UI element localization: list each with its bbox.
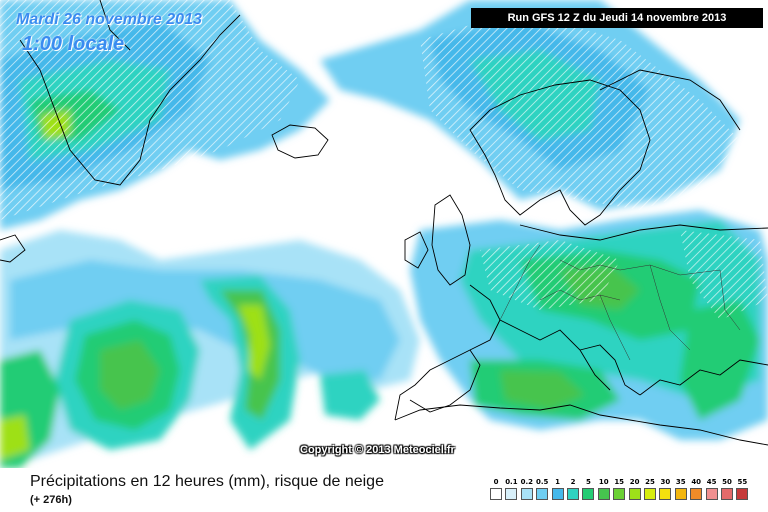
country-borders bbox=[499, 244, 741, 361]
legend-label: 10 bbox=[598, 478, 609, 486]
forecast-map: Mardi 26 novembre 2013 1:00 locale Run G… bbox=[0, 0, 768, 468]
legend-swatch bbox=[490, 488, 502, 500]
legend-swatch bbox=[582, 488, 595, 500]
legend-label: 0.2 bbox=[520, 478, 533, 486]
forecast-local-time: 1:00 locale bbox=[22, 33, 125, 55]
legend-label: 55 bbox=[737, 478, 748, 486]
legend-label: 35 bbox=[675, 478, 686, 486]
map-footer: Précipitations en 12 heures (mm), risque… bbox=[0, 468, 768, 512]
map-caption: Précipitations en 12 heures (mm), risque… bbox=[30, 473, 384, 490]
legend-label: 15 bbox=[614, 478, 625, 486]
legend-label: 25 bbox=[645, 478, 655, 486]
forecast-date: Mardi 26 novembre 2013 bbox=[16, 11, 202, 28]
legend-label: 0 bbox=[493, 478, 499, 486]
legend-swatch bbox=[536, 488, 549, 500]
legend-label: 2 bbox=[570, 478, 576, 486]
legend-swatch bbox=[705, 488, 718, 500]
legend-label: 0.1 bbox=[505, 478, 518, 486]
coastlines bbox=[0, 0, 768, 446]
legend-label: 0.5 bbox=[535, 478, 549, 486]
legend-swatch bbox=[613, 488, 626, 500]
legend-swatch bbox=[551, 488, 564, 500]
legend-swatch bbox=[567, 488, 579, 500]
legend-label: 1 bbox=[555, 478, 561, 486]
legend-swatch bbox=[520, 488, 533, 500]
precipitation-legend: 0 0.1 0.2 0.5 1 2 5 10 15 20 25 30 35 40 45 50 55 bbox=[490, 478, 752, 512]
copyright-notice: Copyright © 2013 Meteociel.fr bbox=[300, 444, 455, 456]
model-run-info: Run GFS 12 Z du Jeudi 14 novembre 2013 bbox=[471, 8, 763, 28]
lead-time: (+ 276h) bbox=[30, 494, 72, 506]
legend-swatch bbox=[628, 488, 641, 500]
precipitation-map-graphic bbox=[0, 0, 768, 468]
snow-risk-hatching bbox=[0, 0, 768, 320]
legend-label: 45 bbox=[706, 478, 717, 486]
legend-swatch bbox=[674, 488, 687, 500]
legend-swatch bbox=[721, 488, 733, 500]
legend-swatch bbox=[505, 488, 518, 500]
legend-swatch bbox=[736, 488, 749, 500]
legend-swatch bbox=[597, 488, 610, 500]
legend-label: 50 bbox=[722, 478, 732, 486]
legend-swatch bbox=[644, 488, 656, 500]
precipitation-fields bbox=[0, 0, 768, 468]
legend-label: 20 bbox=[629, 478, 640, 486]
legend-label: 40 bbox=[691, 478, 702, 486]
legend-swatch bbox=[659, 488, 672, 500]
legend-label: 30 bbox=[660, 478, 671, 486]
legend-swatch bbox=[690, 488, 703, 500]
legend-label: 5 bbox=[585, 478, 591, 486]
